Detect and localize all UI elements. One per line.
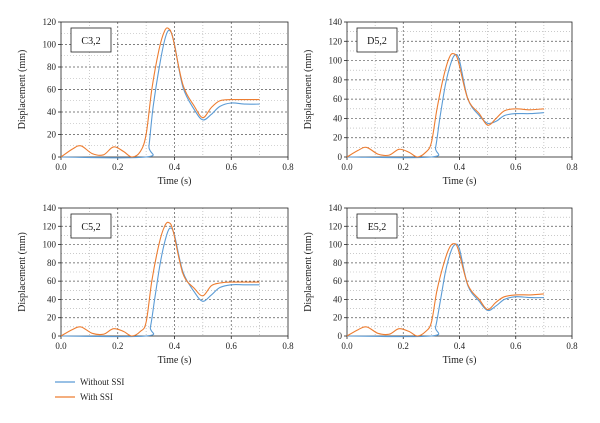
y-tick-label: 0 (338, 152, 343, 162)
series-line-without-ssi (346, 243, 544, 338)
panel-label-box (356, 27, 398, 53)
panel-label-box (70, 27, 112, 53)
y-tick-label: 100 (329, 56, 343, 66)
x-tick-label: 0.4 (454, 341, 466, 351)
y-tick-label: 0 (52, 331, 57, 341)
chart-panel-c5-2: 0.0 0.2 0.4 0.6 0.8 0 20 40 60 80 100 120 140 Time (s… (17, 203, 294, 366)
y-tick-label: 140 (329, 17, 343, 27)
x-tick-label: 0.6 (510, 162, 522, 172)
chart-panel-c3-2: 0.0 0.2 0.4 0.6 0.8 0 20 40 60 80 100 120 Time (s) Di… (17, 17, 294, 187)
y-axis-title: Displacement (mm) (17, 50, 28, 130)
x-tick-label: 0.6 (226, 341, 238, 351)
panel-label: E5,2 (368, 222, 387, 233)
y-tick-label: 140 (43, 203, 57, 213)
legend: Without SSI With SSI (55, 377, 124, 402)
y-tick-label: 100 (43, 240, 57, 250)
x-tick-label: 0.8 (566, 341, 578, 351)
series-line-with-ssi (346, 52, 544, 158)
y-axis-title: Displacement (mm) (303, 50, 314, 130)
x-tick-label: 0.2 (112, 341, 123, 351)
y-tick-label: 60 (333, 94, 343, 104)
y-tick-label: 40 (333, 294, 343, 304)
x-tick-label: 0.2 (398, 341, 409, 351)
x-tick-label: 0.0 (55, 162, 67, 172)
x-tick-label: 0.4 (169, 162, 181, 172)
y-tick-label: 120 (43, 221, 57, 231)
chart-panel-d5-2: 0.0 0.2 0.4 0.6 0.8 0 20 40 60 80 100 120 140 Time (s… (303, 17, 578, 187)
y-tick-label: 100 (43, 40, 57, 50)
series-line-with-ssi (346, 243, 544, 337)
y-tick-label: 20 (47, 130, 57, 140)
y-tick-label: 20 (333, 313, 343, 323)
panel-label: C5,2 (81, 222, 100, 233)
y-tick-label: 120 (43, 17, 57, 27)
y-tick-label: 60 (47, 85, 57, 95)
y-tick-label: 40 (333, 113, 343, 123)
y-tick-label: 0 (338, 331, 343, 341)
y-tick-label: 80 (333, 75, 343, 85)
y-tick-label: 80 (333, 258, 343, 268)
x-tick-label: 0.0 (55, 341, 67, 351)
series-line-with-ssi (60, 221, 260, 337)
y-axis-title: Displacement (mm) (303, 232, 314, 312)
y-tick-label: 0 (52, 152, 57, 162)
panel-label: C3,2 (81, 36, 100, 47)
y-axis-title: Displacement (mm) (17, 232, 28, 312)
x-axis-title: Time (s) (443, 355, 477, 366)
x-tick-label: 0.8 (566, 162, 578, 172)
legend-label: With SSI (80, 392, 113, 402)
y-tick-label: 140 (329, 203, 343, 213)
panel-label-box (356, 213, 398, 239)
y-tick-label: 100 (329, 240, 343, 250)
x-tick-label: 0.4 (169, 341, 181, 351)
x-tick-label: 0.8 (282, 162, 294, 172)
y-tick-label: 60 (47, 276, 57, 286)
legend-label: Without SSI (80, 377, 124, 387)
x-axis-title: Time (s) (158, 176, 192, 187)
panel-label: D5,2 (367, 36, 387, 47)
series-line-with-ssi (60, 27, 260, 158)
y-tick-label: 20 (47, 313, 57, 323)
x-tick-label: 0.0 (341, 162, 353, 172)
y-tick-label: 80 (47, 258, 57, 268)
panel-label-box (70, 213, 112, 239)
series-line-without-ssi (346, 53, 544, 159)
x-tick-label: 0.2 (112, 162, 123, 172)
chart-panels: 0.0 0.2 0.4 0.6 0.8 0 20 40 60 80 100 120 Time (s) Di… (17, 17, 578, 366)
y-tick-label: 20 (333, 133, 343, 143)
y-tick-label: 40 (47, 107, 57, 117)
x-tick-label: 0.6 (226, 162, 238, 172)
x-tick-label: 0.8 (282, 341, 294, 351)
x-tick-label: 0.4 (454, 162, 466, 172)
y-tick-label: 120 (329, 36, 343, 46)
x-axis-title: Time (s) (443, 176, 477, 187)
x-tick-label: 0.2 (398, 162, 409, 172)
y-tick-label: 120 (329, 221, 343, 231)
y-tick-label: 80 (47, 62, 57, 72)
y-tick-label: 40 (47, 294, 57, 304)
chart-panel-e5-2: 0.0 0.2 0.4 0.6 0.8 0 20 40 60 80 100 120 140 Time (s… (303, 203, 578, 366)
x-axis-title: Time (s) (158, 355, 192, 366)
x-tick-label: 0.0 (341, 341, 353, 351)
y-tick-label: 60 (333, 276, 343, 286)
x-tick-label: 0.6 (510, 341, 522, 351)
